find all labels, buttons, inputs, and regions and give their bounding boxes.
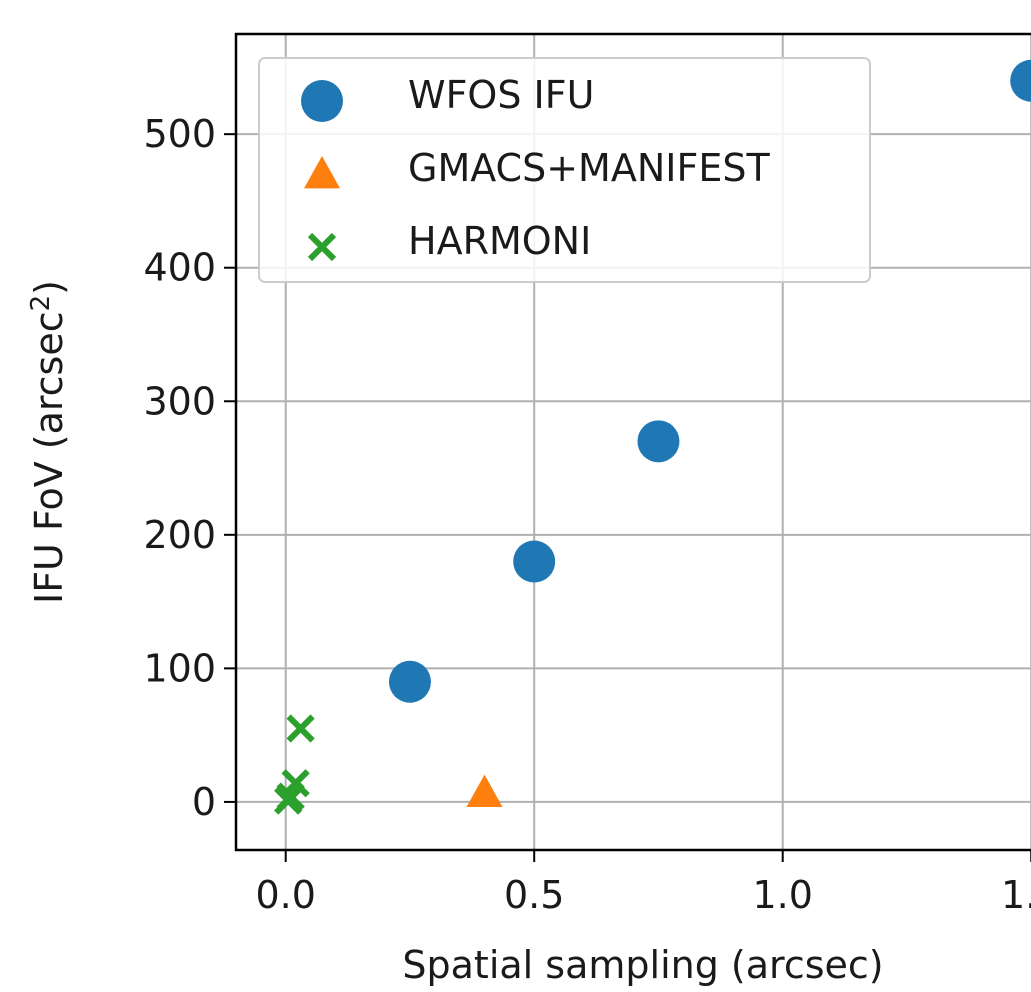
data-points [274, 59, 1031, 815]
x-tick-label: 0.5 [504, 873, 564, 917]
x-axis-label: Spatial sampling (arcsec) [402, 943, 883, 987]
wfos-ifu-point [513, 540, 556, 583]
y-tick-label: 500 [143, 112, 216, 156]
harmoni-point [286, 714, 315, 743]
plot-area-frame [234, 32, 1031, 852]
y-tick-label: 400 [143, 246, 216, 290]
legend-label-wfos-ifu: WFOS IFU [408, 73, 594, 117]
legend: WFOS IFU GMACS+MANIFEST HARMONI [258, 57, 871, 283]
gmacs-manifest-point [466, 774, 503, 807]
legend-marker-harmoni [307, 232, 337, 262]
x-tick-label: 0.0 [255, 873, 315, 917]
x-tick-label: 1.5 [1001, 873, 1031, 917]
y-tick-label: 0 [192, 780, 216, 824]
legend-marker-wfos-ifu [301, 80, 343, 122]
legend-marker-gmacs-manifest [304, 156, 340, 189]
y-tick-label: 200 [143, 513, 216, 557]
harmoni-point [274, 786, 303, 815]
legend-label-harmoni: HARMONI [408, 219, 591, 263]
legend-label-gmacs-manifest: GMACS+MANIFEST [408, 146, 770, 190]
x-tick-label: 1.0 [752, 873, 812, 917]
y-axis-label: IFU FoV (arcsec2) [26, 280, 71, 604]
wfos-ifu-point [388, 660, 431, 703]
wfos-ifu-point [1010, 59, 1031, 102]
y-tick-label: 100 [143, 646, 216, 690]
wfos-ifu-point [637, 420, 680, 463]
legend-box [258, 57, 871, 283]
axis-ticks: 0.0 0.5 1.0 1.5 0 100 200 300 400 500 [143, 112, 1031, 917]
y-axis-label-superscript: 2 [26, 295, 56, 312]
y-tick-label: 300 [143, 379, 216, 423]
